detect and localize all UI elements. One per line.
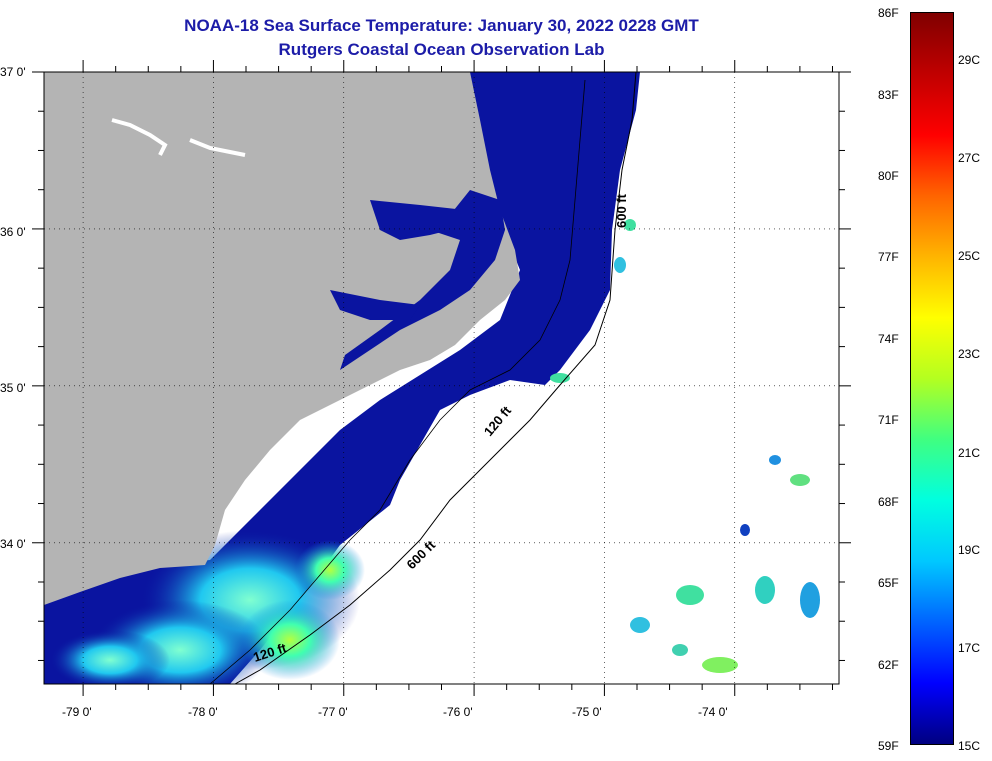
gridlines xyxy=(44,71,839,684)
albemarle-sound xyxy=(370,200,470,240)
legend-f-label: 68F xyxy=(878,495,899,509)
legend-f-label: 62F xyxy=(878,658,899,672)
legend-f-label: 86F xyxy=(878,6,899,20)
legend-c-label: 19C xyxy=(958,543,981,557)
sst-map: 600 ft 120 ft 600 ft 120 ft 37 0' 36 0' … xyxy=(0,60,851,719)
map-title: NOAA-18 Sea Surface Temperature: January… xyxy=(184,16,699,35)
inland-lake xyxy=(189,138,246,157)
legend-c-label: 27C xyxy=(958,151,981,165)
offshore-data-patches xyxy=(550,219,820,673)
legend-f-label: 80F xyxy=(878,169,899,183)
axis-ticks xyxy=(32,60,851,696)
temperature-colorbar xyxy=(910,12,954,745)
warm-water-patch xyxy=(50,630,170,684)
lat-label: 35 0' xyxy=(0,381,26,395)
legend-c-label: 17C xyxy=(958,641,981,655)
inland-lake xyxy=(111,118,168,156)
contour-label: 600 ft xyxy=(614,193,629,228)
pamlico-sound xyxy=(340,190,505,370)
legend-c-label: 21C xyxy=(958,446,981,460)
lon-label: -77 0' xyxy=(318,705,348,719)
lon-label: -74 0' xyxy=(698,705,728,719)
legend-c-label: 15C xyxy=(958,739,981,753)
legend-f-label: 71F xyxy=(878,413,899,427)
lat-label: 37 0' xyxy=(0,65,26,79)
map-subtitle: Rutgers Coastal Ocean Observation Lab xyxy=(278,40,605,59)
legend-f-label: 59F xyxy=(878,739,899,753)
legend-f-label: 65F xyxy=(878,576,899,590)
lat-label: 36 0' xyxy=(0,225,26,239)
legend-f-label: 83F xyxy=(878,88,899,102)
lon-label: -79 0' xyxy=(62,705,92,719)
lon-label: -75 0' xyxy=(572,705,602,719)
isobath-120ft xyxy=(209,79,586,684)
legend-f-label: 77F xyxy=(878,250,899,264)
legend-c-label: 29C xyxy=(958,53,981,67)
warm-water-patch xyxy=(240,600,340,680)
legend-c-label: 25C xyxy=(958,249,981,263)
legend-f-label: 74F xyxy=(878,332,899,346)
lon-label: -78 0' xyxy=(188,705,218,719)
lat-label: 34 0' xyxy=(0,537,26,551)
legend-c-label: 23C xyxy=(958,347,981,361)
river-estuary xyxy=(330,290,420,320)
warm-water-patch xyxy=(295,540,365,600)
isobath-600ft xyxy=(234,72,637,684)
lon-label: -76 0' xyxy=(443,705,473,719)
